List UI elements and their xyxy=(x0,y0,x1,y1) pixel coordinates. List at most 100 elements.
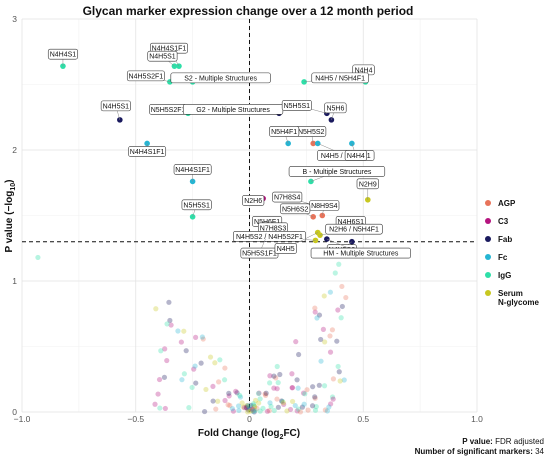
nonsignificant-point xyxy=(226,390,232,396)
nonsignificant-point xyxy=(339,283,345,290)
point-label: N2H9 xyxy=(359,181,377,188)
nonsignificant-point xyxy=(302,391,308,397)
nonsignificant-point xyxy=(327,333,333,339)
nonsignificant-point xyxy=(168,322,174,328)
nonsignificant-point xyxy=(271,385,277,391)
legend-swatch xyxy=(485,200,491,206)
nonsignificant-point xyxy=(327,289,333,295)
point-label-box xyxy=(126,70,165,82)
nonsignificant-point xyxy=(215,398,221,404)
y-tick-label: 3 xyxy=(12,14,17,24)
y-tick-label: 1 xyxy=(12,276,17,286)
nonsignificant-point xyxy=(221,377,228,383)
legend-swatch xyxy=(485,290,491,296)
nonsignificant-point xyxy=(264,408,271,414)
nonsignificant-point xyxy=(225,402,231,408)
nonsignificant-point xyxy=(275,404,281,410)
nonsignificant-point xyxy=(299,404,306,410)
point-label: N4H5 / N5H4F1 xyxy=(315,75,365,82)
legend: AGP C3 Fab Fc IgG Serum N-glycome xyxy=(485,199,539,307)
legend-entry: Serum N-glycome xyxy=(498,289,539,307)
point-label: N4H4S1 xyxy=(50,52,77,59)
nonsignificant-point xyxy=(263,390,269,396)
point-label: N5H4F1 xyxy=(271,129,297,136)
nonsignificant-point xyxy=(289,385,296,391)
nonsignificant-point xyxy=(324,408,330,414)
nonsignificant-point xyxy=(235,403,242,409)
nonsignificant-point xyxy=(275,380,281,386)
nonsignificant-point xyxy=(318,358,324,364)
nonsignificant-point xyxy=(202,408,208,415)
nonsignificant-point xyxy=(277,371,283,378)
nonsignificant-point xyxy=(328,401,334,407)
nonsignificant-point xyxy=(268,403,274,410)
point-label: N4H5 xyxy=(277,246,295,253)
point-label-box xyxy=(274,243,297,254)
nonsignificant-point xyxy=(210,398,216,404)
nonsignificant-point xyxy=(305,407,311,413)
nonsignificant-point xyxy=(330,396,336,402)
nonsignificant-point xyxy=(203,386,209,393)
nonsignificant-point xyxy=(237,394,244,400)
nonsignificant-point xyxy=(251,403,258,410)
point-label: S2 - Multiple Structures xyxy=(184,75,257,82)
point-label-box xyxy=(324,102,347,114)
nonsignificant-point xyxy=(312,395,318,401)
nonsignificant-point xyxy=(229,406,235,412)
y-tick-label: 0 xyxy=(12,407,17,417)
nonsignificant-point xyxy=(297,409,304,415)
point-label: N5H6S2 xyxy=(282,206,309,213)
nonsignificant-point xyxy=(327,349,334,355)
nonsignificant-point xyxy=(250,401,257,407)
nonsignificant-point xyxy=(293,339,299,345)
nonsignificant-point xyxy=(246,403,252,409)
nonsignificant-point xyxy=(247,406,253,412)
point-label: N4H5S2 / N4H5S2F1 xyxy=(236,234,303,241)
nonsignificant-points xyxy=(35,254,349,415)
point-label-box xyxy=(170,72,271,84)
nonsignificant-point xyxy=(189,384,195,391)
nonsignificant-point xyxy=(271,407,277,414)
point-label: N5H5S2F1 xyxy=(151,107,186,114)
point-label: N5H6F1 xyxy=(254,219,280,226)
nonsignificant-point xyxy=(179,377,185,383)
nonsignificant-point xyxy=(316,382,322,388)
nonsignificant-point xyxy=(216,379,222,385)
point-label: B - Multiple Structures xyxy=(302,169,371,176)
point-label-box xyxy=(280,203,311,215)
nonsignificant-point xyxy=(296,351,302,358)
nonsignificant-point xyxy=(250,408,256,414)
nonsignificant-point xyxy=(226,393,232,399)
nonsignificant-point xyxy=(227,402,233,409)
nonsignificant-point xyxy=(164,357,170,364)
legend-swatch xyxy=(485,218,491,224)
nonsignificant-point xyxy=(287,406,294,413)
nonsignificant-point xyxy=(322,407,328,413)
nonsignificant-point xyxy=(294,377,300,383)
nonsignificant-point xyxy=(257,396,263,402)
nonsignificant-point xyxy=(193,334,199,341)
nonsignificant-point xyxy=(250,407,257,413)
nonsignificant-point xyxy=(164,321,170,327)
legend-entry: IgG xyxy=(498,271,511,280)
point-label: N4H5S1 xyxy=(103,103,130,110)
axis-ticks: −1.0 −0.5 0 0.5 1.0 0 1 2 3 xyxy=(12,14,483,424)
nonsignificant-point xyxy=(295,406,302,412)
nonsignificant-point xyxy=(156,376,163,383)
point-label-box xyxy=(272,191,303,203)
significant-point xyxy=(312,237,319,244)
nonsignificant-point xyxy=(267,400,273,406)
nonsignificant-point xyxy=(252,407,258,414)
nonsignificant-point xyxy=(233,388,239,394)
x-tick-label: 1.0 xyxy=(471,414,483,424)
nonsignificant-point xyxy=(266,408,272,414)
point-label: N4H4S1F1 xyxy=(130,149,165,156)
point-label-box xyxy=(100,100,131,112)
nonsignificant-point xyxy=(239,400,245,406)
nonsignificant-point xyxy=(278,398,285,404)
nonsignificant-point xyxy=(198,360,204,366)
point-label-box xyxy=(325,223,383,235)
nonsignificant-point xyxy=(301,401,307,407)
point-label: N5H5S2 xyxy=(298,129,325,136)
